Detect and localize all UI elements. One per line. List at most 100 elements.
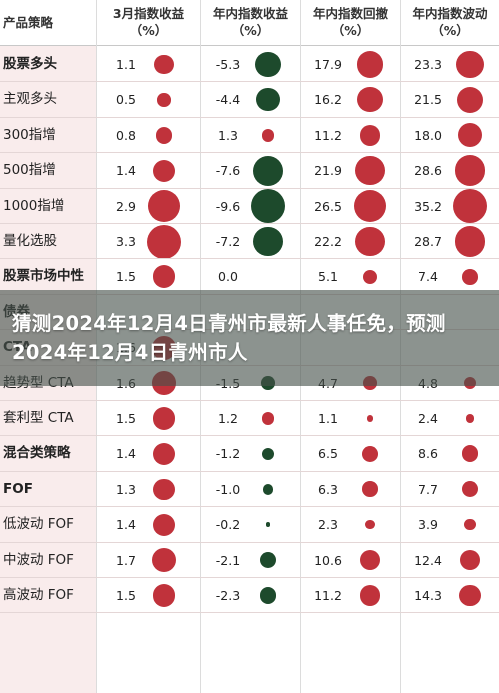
- value-bubble: [459, 550, 481, 571]
- table-row: 套利型 CTA 1.5 1.2 1.1 2.4: [0, 401, 499, 437]
- value-dd: 11.2: [314, 588, 342, 603]
- value-bubble: [362, 445, 378, 462]
- overlay-title: 猜测2024年12月4日青州市最新人事任免，预测2024年12月4日青州市人: [12, 312, 446, 364]
- value-ytd: 1.2: [218, 411, 238, 426]
- value-bubble: [359, 124, 381, 146]
- value-bubble: [462, 481, 478, 498]
- row-divider: [0, 576, 499, 578]
- header-ytd-drawdown-unit: （%）: [331, 23, 370, 38]
- header-march-return: 3月指数收益 （%）: [97, 0, 200, 44]
- value-bubble: [456, 50, 484, 79]
- title-overlay-banner[interactable]: 猜测2024年12月4日青州市最新人事任免，预测2024年12月4日青州市人: [0, 290, 499, 386]
- value-vol: 21.5: [414, 92, 442, 108]
- value-bubble: [362, 481, 378, 498]
- value-dd: 17.9: [314, 57, 342, 72]
- header-strategy-label: 产品策略: [3, 14, 54, 30]
- value-bubble: [457, 123, 483, 148]
- value-vol: 2.4: [418, 411, 438, 426]
- value-bubble: [354, 190, 386, 223]
- header-ytd-return: 年内指数收益 （%）: [201, 0, 300, 44]
- strategy-name: 混合类策略: [3, 445, 71, 462]
- value-dd: 11.2: [314, 127, 342, 143]
- value-bubble: [366, 415, 374, 422]
- value-bubble: [152, 442, 176, 465]
- table-row: FOF 1.3 -1.0 6.3 7.7: [0, 472, 499, 508]
- table-row: 高波动 FOF 1.5 -2.3 11.2 14.3: [0, 578, 499, 614]
- value-bubble: [453, 189, 487, 224]
- value-vol: 12.4: [414, 552, 442, 568]
- strategy-name: 1000指增: [3, 197, 65, 214]
- strategy-name: 300指增: [3, 126, 56, 143]
- value-ytd: -1.2: [215, 446, 241, 462]
- value-m: 1.4: [116, 446, 136, 462]
- strategy-name: 中波动 FOF: [3, 551, 74, 568]
- value-bubble: [148, 190, 180, 223]
- value-bubble: [154, 54, 174, 75]
- row-divider: [0, 187, 499, 189]
- value-m: 2.9: [116, 198, 136, 214]
- header-strategy: 产品策略: [3, 0, 95, 44]
- value-bubble: [359, 585, 381, 606]
- value-bubble: [262, 483, 274, 495]
- value-bubble: [365, 519, 375, 530]
- value-bubble: [147, 224, 181, 259]
- value-bubble: [456, 86, 484, 114]
- row-divider: [0, 116, 499, 118]
- table-row: 500指增 1.4 -7.6 21.9 28.6: [0, 153, 499, 189]
- value-dd: 16.2: [314, 92, 342, 108]
- value-vol: 8.6: [418, 446, 438, 462]
- value-dd: 10.6: [314, 552, 342, 568]
- row-divider: [0, 506, 499, 508]
- strategy-name: 主观多头: [3, 91, 57, 108]
- header-march-return-label: 3月指数收益: [112, 6, 185, 21]
- value-vol: 3.9: [418, 517, 438, 533]
- value-dd: 22.2: [314, 234, 342, 249]
- value-ytd: 0.0: [218, 269, 238, 285]
- value-bubble: [355, 226, 385, 257]
- value-bubble: [155, 126, 173, 144]
- value-bubble: [252, 155, 284, 186]
- value-m: 1.5: [116, 269, 136, 285]
- row-divider: [0, 612, 499, 614]
- row-divider: [0, 541, 499, 543]
- value-m: 1.3: [116, 481, 136, 497]
- row-divider: [0, 152, 499, 154]
- strategy-name: FOF: [3, 480, 33, 497]
- value-ytd: -7.6: [215, 163, 241, 179]
- value-m: 1.7: [116, 552, 136, 568]
- strategy-name: 500指增: [3, 162, 56, 179]
- value-bubble: [261, 412, 274, 425]
- strategy-name: 量化选股: [3, 233, 57, 249]
- value-bubble: [265, 522, 271, 528]
- value-m: 1.4: [116, 517, 136, 533]
- value-vol: 7.4: [418, 269, 438, 285]
- table-row: 混合类策略 1.4 -1.2 6.5 8.6: [0, 436, 499, 472]
- row-divider: [0, 81, 499, 83]
- value-bubble: [356, 51, 384, 78]
- value-ytd: -4.4: [215, 92, 241, 108]
- value-bubble: [362, 269, 377, 284]
- value-vol: 28.6: [414, 163, 442, 179]
- value-ytd: 1.3: [218, 127, 238, 143]
- value-ytd: -7.2: [215, 234, 241, 249]
- table-row: 1000指增 2.9 -9.6 26.5 35.2: [0, 189, 499, 224]
- value-ytd: -0.2: [215, 517, 241, 533]
- value-dd: 6.3: [318, 481, 338, 497]
- value-bubble: [357, 87, 383, 113]
- value-m: 3.3: [116, 234, 136, 249]
- value-bubble: [461, 445, 479, 463]
- value-vol: 23.3: [414, 57, 442, 72]
- header-march-return-unit: （%）: [129, 23, 168, 38]
- table-row: 低波动 FOF 1.4 -0.2 2.3 3.9: [0, 507, 499, 543]
- value-m: 1.5: [116, 411, 136, 426]
- value-vol: 35.2: [414, 198, 442, 214]
- value-bubble: [261, 129, 275, 142]
- header-ytd-drawdown: 年内指数回撤 （%）: [301, 0, 400, 44]
- value-dd: 2.3: [318, 517, 338, 533]
- value-vol: 14.3: [414, 588, 442, 603]
- strategy-name: 高波动 FOF: [3, 587, 74, 603]
- value-ytd: -2.1: [215, 552, 241, 568]
- header-ytd-volatility: 年内指数波动 （%）: [401, 0, 499, 44]
- value-bubble: [251, 189, 285, 224]
- header-ytd-volatility-unit: （%）: [431, 23, 469, 38]
